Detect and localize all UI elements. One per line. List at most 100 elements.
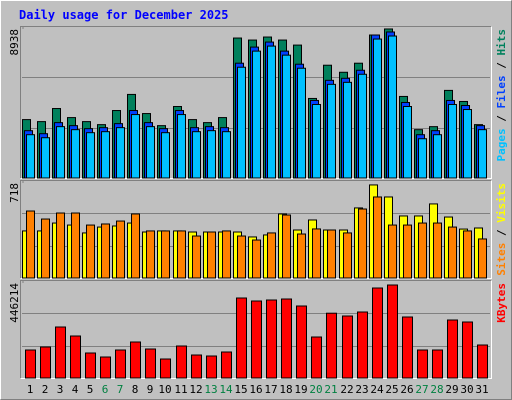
bar	[387, 284, 398, 379]
bar	[192, 131, 201, 179]
legend: Sites / Visits	[495, 183, 508, 276]
legend-entry: KBytes	[495, 283, 508, 323]
bar	[85, 352, 96, 379]
bar	[343, 81, 352, 179]
bar	[41, 218, 50, 279]
bar	[417, 349, 428, 379]
x-tick-label: 28	[430, 383, 443, 396]
bar	[463, 109, 472, 179]
bar	[252, 239, 261, 279]
bar	[402, 316, 413, 379]
bar	[26, 210, 35, 279]
bar	[222, 230, 231, 279]
y-tick-label: 446214	[8, 283, 21, 323]
bar	[463, 230, 472, 279]
x-tick-label: 3	[57, 383, 64, 396]
bar	[55, 326, 66, 379]
bar	[56, 126, 65, 179]
bar	[131, 114, 140, 179]
panel-border	[20, 280, 492, 379]
bar	[221, 351, 232, 379]
x-tick-label: 9	[147, 383, 154, 396]
x-tick-label: 13	[204, 383, 217, 396]
bar	[207, 130, 216, 179]
bar	[312, 103, 321, 179]
legend-entry: Hits	[495, 29, 508, 56]
bar	[343, 232, 352, 279]
x-tick-label: 14	[219, 383, 233, 396]
bar	[478, 129, 487, 179]
bar	[56, 212, 65, 279]
bar	[206, 355, 217, 379]
bar	[146, 126, 155, 179]
bar	[71, 212, 80, 279]
bar	[222, 131, 231, 179]
x-tick-label: 8	[132, 383, 139, 396]
legend-entry: Files	[495, 75, 508, 108]
x-tick-label: 11	[174, 383, 187, 396]
bar	[342, 315, 353, 379]
legend-entry: Pages	[495, 128, 508, 161]
bar	[251, 300, 262, 379]
x-tick-label: 29	[445, 383, 458, 396]
bar	[25, 349, 36, 379]
bar	[358, 73, 367, 179]
bar	[282, 54, 291, 179]
bar	[40, 346, 51, 379]
legend-separator: /	[495, 56, 508, 76]
bar	[70, 335, 81, 379]
chart-title: Daily usage for December 2025	[19, 8, 229, 22]
bar	[297, 233, 306, 279]
x-tick-label: 24	[370, 383, 384, 396]
x-tick-label: 17	[264, 383, 277, 396]
bar	[358, 208, 367, 279]
bar	[312, 228, 321, 279]
bar	[266, 299, 277, 379]
x-tick-label: 26	[400, 383, 413, 396]
bar	[131, 213, 140, 279]
bar	[388, 35, 397, 179]
bar	[281, 298, 292, 379]
bar	[116, 220, 125, 279]
bar	[86, 224, 95, 279]
bar	[418, 138, 427, 179]
legend: Pages / Files / Hits	[495, 29, 508, 162]
bar	[207, 231, 216, 279]
x-tick-label: 6	[102, 383, 109, 396]
legend-entry: Sites	[495, 243, 508, 276]
panel-border	[20, 180, 492, 279]
bar	[448, 226, 457, 279]
bar	[115, 349, 126, 379]
bar	[372, 287, 383, 379]
legend-separator: /	[495, 109, 508, 129]
legend-entry: Visits	[495, 183, 508, 223]
bar	[161, 230, 170, 279]
bar	[433, 134, 442, 179]
x-tick-label: 19	[294, 383, 307, 396]
bar	[357, 311, 368, 379]
bar	[146, 230, 155, 279]
bar	[101, 223, 110, 279]
bar	[432, 349, 443, 379]
bar	[71, 129, 80, 179]
bar	[311, 336, 322, 379]
bar	[267, 45, 276, 179]
bar	[26, 134, 35, 179]
bar	[160, 358, 171, 379]
y-tick-label: 718	[8, 183, 21, 203]
panel-border	[20, 280, 492, 379]
bar	[433, 222, 442, 279]
x-tick-label: 22	[340, 383, 353, 396]
bar	[403, 106, 412, 179]
panel-border	[20, 26, 492, 179]
legend-separator: /	[495, 223, 508, 243]
bar	[327, 83, 336, 179]
x-tick-label: 15	[234, 383, 247, 396]
bar	[373, 38, 382, 179]
bar	[297, 67, 306, 179]
bar	[130, 341, 141, 379]
bar	[177, 114, 186, 179]
bar	[282, 214, 291, 279]
